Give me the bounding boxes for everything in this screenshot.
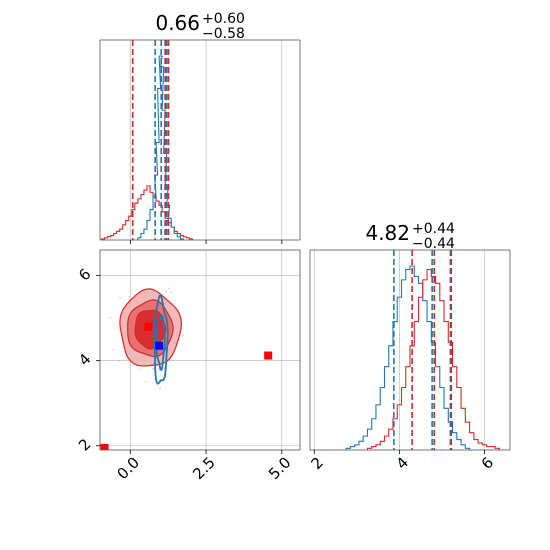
top-left-histogram-panel: 0.66 +0.60 −0.58 [99,11,301,244]
marker-square-3 [100,443,109,450]
red-sample-point [152,367,154,370]
bottom-left-axes-frame [99,249,301,451]
bottom-right-axes-frame [309,249,511,451]
bottom-left-xtick-label-1: 2.5 [189,454,219,484]
bottom-right-panel-title: 4.82 [365,221,410,245]
top-left-title-superscript: +0.60 [202,11,245,27]
red-sample-point [128,298,131,301]
blue-sample-point [163,367,165,370]
bottom-right-title-superscript: +0.44 [412,221,455,237]
red-sample-point [119,296,121,299]
red-sample-point [111,348,114,351]
blue-sample-point [158,369,161,372]
red-sample-point [165,290,168,293]
bottom-left-plot-area [100,287,273,450]
blue-contour-level-0 [152,294,169,385]
bottom-left-ytick-label-1: 4 [75,350,94,369]
bottom-right-series-blue-histogram [345,265,471,450]
top-left-title-subscript: −0.58 [202,26,245,42]
bottom-right-title-subscript: −0.44 [412,236,455,252]
bottom-left-xtick-label-0: 0.0 [113,454,143,484]
red-sample-point [118,360,121,362]
red-sample-point [137,368,140,371]
bottom-left-ytick-label-0: 2 [75,435,94,454]
red-sample-point [182,334,185,336]
bottom-right-histogram-panel: 4.82 +0.44 −0.44 2 4 6 [308,221,511,473]
marker-square-1 [155,341,164,350]
bottom-left-ytick-label-2: 6 [75,265,94,284]
bottom-left-xtick-label-2: 5.0 [265,454,295,484]
top-left-panel-title: 0.66 [155,11,200,35]
top-left-series-red-histogram [100,185,193,240]
red-sample-point [168,287,170,290]
bottom-left-contour-panel: 0.0 2.5 5.0 2 4 6 [75,249,301,484]
red-sample-point [128,295,130,298]
marker-square-0 [144,322,153,331]
blue-sample-point [159,387,161,390]
bottom-right-xtick-label-1: 4 [393,454,412,473]
bottom-right-xtick-label-2: 6 [478,454,497,473]
blue-contour-level-1 [155,314,166,372]
top-left-axes-frame [99,39,301,241]
marker-square-2 [264,351,273,360]
red-sample-point [145,381,148,383]
bottom-right-series-red-histogram [366,268,500,450]
red-sample-point [169,291,172,294]
bottom-right-xtick-label-0: 2 [308,454,327,473]
red-sample-point [109,316,112,319]
red-sample-point [124,356,127,359]
